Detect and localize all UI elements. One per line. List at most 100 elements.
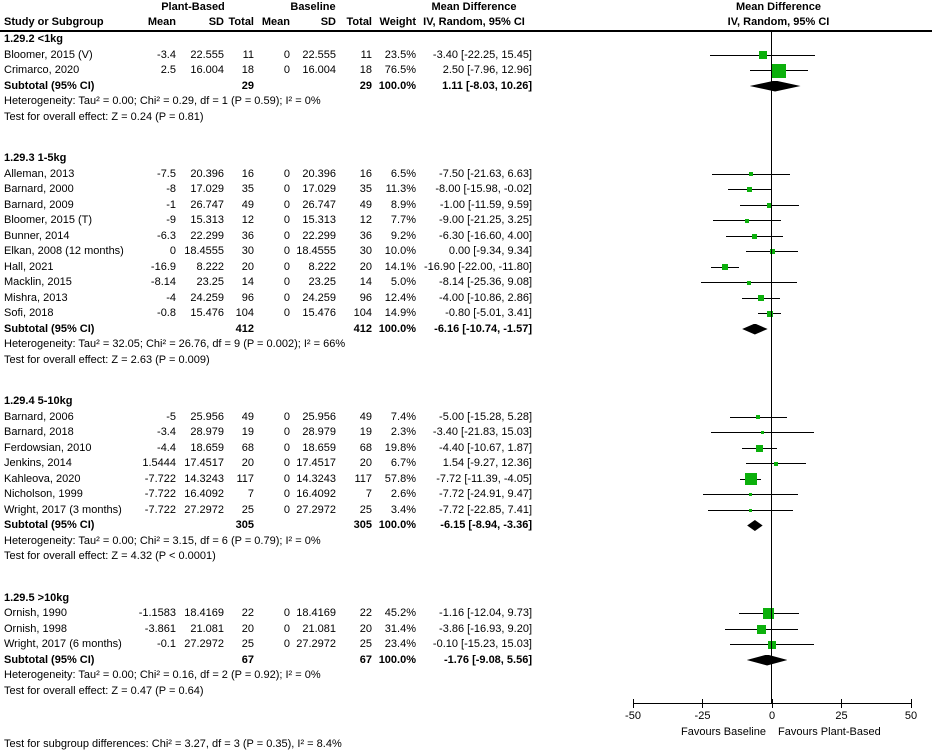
weight-cell: 3.4% [390,503,416,516]
subtotal-plot-cell [625,79,932,95]
plant-mean-cell: -7.722 [144,503,176,516]
subtotal-weight-cell: 100.0% [378,653,416,666]
effect-marker [756,444,764,452]
weight-cell: 5.0% [390,276,416,288]
plant-total-cell: 30 [241,245,254,257]
ci-text-cell: -3.86 [-16.93, 9.20] [439,622,532,635]
study-name: Barnard, 2006 [4,410,74,423]
baseline-sd-cell: 22.555 [302,48,336,61]
weight-cell: 57.8% [384,472,416,485]
overall-effect-text: Test for overall effect: Z = 2.63 (P = 0… [4,353,210,366]
baseline-sd-cell: 27.2972 [296,503,336,516]
baseline-mean-cell: 0 [283,488,290,500]
effect-marker [757,295,764,301]
baseline-total-cell: 25 [359,638,372,650]
weight-cell: 2.6% [390,488,416,500]
effect-marker [763,608,775,619]
plant-sd-cell: 27.2972 [184,503,224,516]
baseline-total-cell: 12 [359,214,372,226]
ci-plot-cell [625,260,932,276]
plant-mean-cell: -3.4 [157,426,176,438]
baseline-total-cell: 7 [365,488,372,500]
baseline-mean-cell: 0 [283,426,290,438]
overall-effect-row: Test for overall effect: Z = 0.47 (P = 0… [0,684,932,700]
baseline-mean-cell: 0 [283,167,290,180]
subtotal-plot-cell [625,653,932,669]
subgroup-difference-test: Test for subgroup differences: Chi² = 3.… [4,738,342,750]
column-header-baseline-sd: SD [320,16,336,28]
subtotal-ci-text-cell: -6.16 [-10.74, -1.57] [434,322,532,335]
zero-line [771,32,772,704]
baseline-mean-cell: 0 [283,472,290,485]
effect-marker [761,431,765,434]
baseline-sd-cell: 18.659 [302,441,336,454]
ci-plot-cell [625,503,932,519]
weight-cell: 14.9% [384,307,416,319]
study-row: Crimarco, 2020 2.5 16.004 18 0 16.004 18 76.5% 2… [0,63,932,79]
ci-text-cell: -4.40 [-10.67, 1.87] [439,441,532,454]
baseline-total-cell: 20 [359,457,372,469]
ci-plot-cell [625,622,932,638]
effect-marker [744,218,749,223]
column-header-baseline-mean: Mean [261,16,290,28]
study-name: Bunner, 2014 [4,229,70,242]
section-gap [0,368,932,394]
study-row: Nicholson, 1999 -7.722 16.4092 7 0 16.4092 7 2.… [0,487,932,503]
ci-plot-cell [625,487,932,503]
study-name: Wright, 2017 (6 months) [4,638,122,650]
subtotal-total-cell: 412 [235,322,254,335]
study-name: Hall, 2021 [4,260,54,273]
plant-mean-cell: -16.9 [150,260,176,273]
baseline-sd-cell: 15.313 [302,214,336,226]
subtotal-label: Subtotal (95% CI) [4,519,95,531]
plant-total-cell: 7 [247,488,254,500]
weight-cell: 76.5% [384,64,416,76]
baseline-sd-cell: 17.029 [302,183,336,195]
ci-text-cell: -1.00 [-11.59, 9.59] [439,198,532,211]
subtotal-label: Subtotal (95% CI) [4,322,95,335]
ci-text-cell: 1.54 [-9.27, 12.36] [442,457,532,469]
plant-mean-cell: 2.5 [160,64,176,76]
ci-plot-cell [625,48,932,64]
effect-marker [769,249,775,254]
baseline-total-cell: 11 [360,48,372,61]
subgroup-title: 1.29.3 1-5kg [4,152,67,164]
plant-sd-cell: 8.222 [196,260,224,273]
subtotal-row: Subtotal (95% CI) 305 305 100.0% -6.15 [-8.9… [0,518,932,534]
baseline-sd-cell: 17.4517 [296,457,336,469]
effect-marker [749,172,754,176]
plant-mean-cell: -5 [166,410,176,423]
plant-sd-cell: 26.747 [190,198,224,211]
study-name: Sofi, 2018 [4,307,54,319]
plant-sd-cell: 16.004 [190,64,224,76]
favours-plant-based-label: Favours Plant-Based [778,726,881,738]
plant-total-cell: 49 [241,410,254,423]
weight-cell: 14.1% [384,260,416,273]
overall-effect-row: Test for overall effect: Z = 2.63 (P = 0… [0,353,932,369]
ci-text-cell: -0.80 [-5.01, 3.41] [445,307,532,319]
subtotal-row: Subtotal (95% CI) 412 412 100.0% -6.16 [-10.… [0,322,932,338]
ci-plot-cell [625,63,932,79]
plant-total-cell: 35 [241,183,254,195]
axis-tick [632,699,634,708]
baseline-sd-cell: 26.747 [302,198,336,211]
mean-difference-header-plot: Mean Difference [736,1,821,13]
study-name: Ornish, 1998 [4,622,67,635]
plant-total-cell: 117 [236,472,254,485]
weight-cell: 11.3% [385,183,416,195]
plant-total-cell: 12 [241,214,254,226]
baseline-sd-cell: 14.3243 [296,472,336,485]
table-header: Plant-Based Baseline Mean Difference Mea… [0,0,932,32]
baseline-sd-cell: 16.4092 [296,488,336,500]
plant-mean-cell: 1.5444 [142,457,176,469]
study-name: Barnard, 2018 [4,426,74,438]
baseline-total-cell: 18 [359,64,372,76]
study-row: Alleman, 2013 -7.5 20.396 16 0 20.396 16 6.5% -7… [0,167,932,183]
plant-mean-cell: -1 [166,198,176,211]
plant-sd-cell: 22.555 [190,48,224,61]
baseline-mean-cell: 0 [283,276,290,288]
baseline-mean-cell: 0 [283,64,290,76]
ci-plot-cell [625,306,932,322]
plant-sd-cell: 14.3243 [184,472,224,485]
plant-total-cell: 68 [241,441,254,454]
